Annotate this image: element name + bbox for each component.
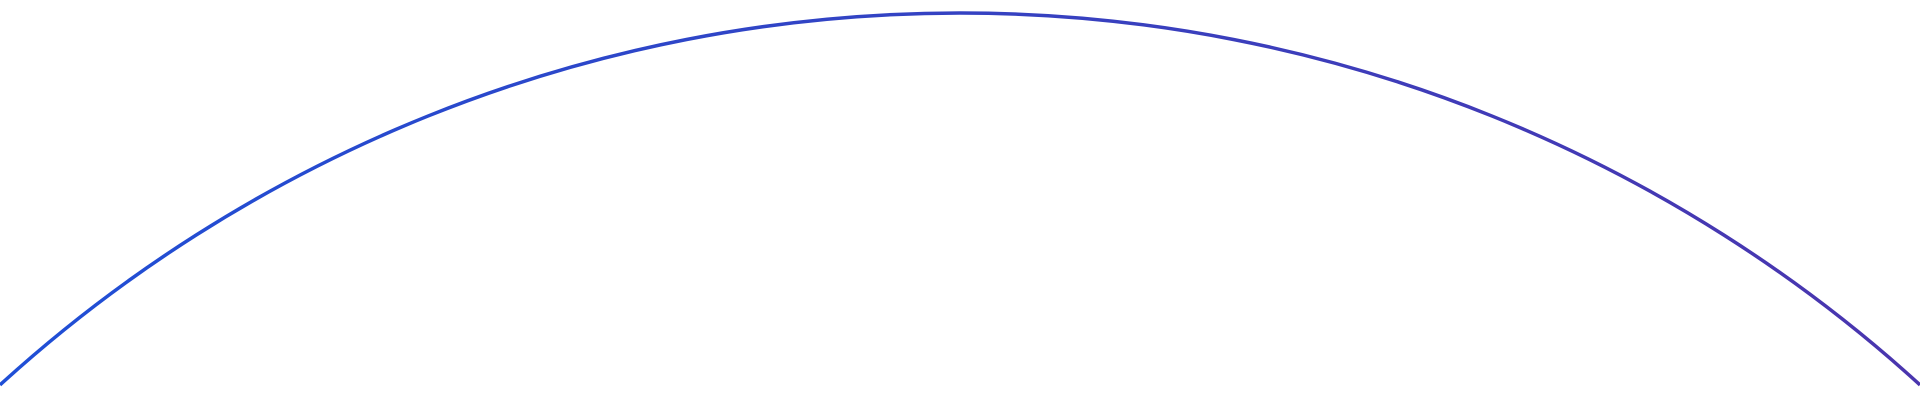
decorative-arc xyxy=(0,11,1920,387)
